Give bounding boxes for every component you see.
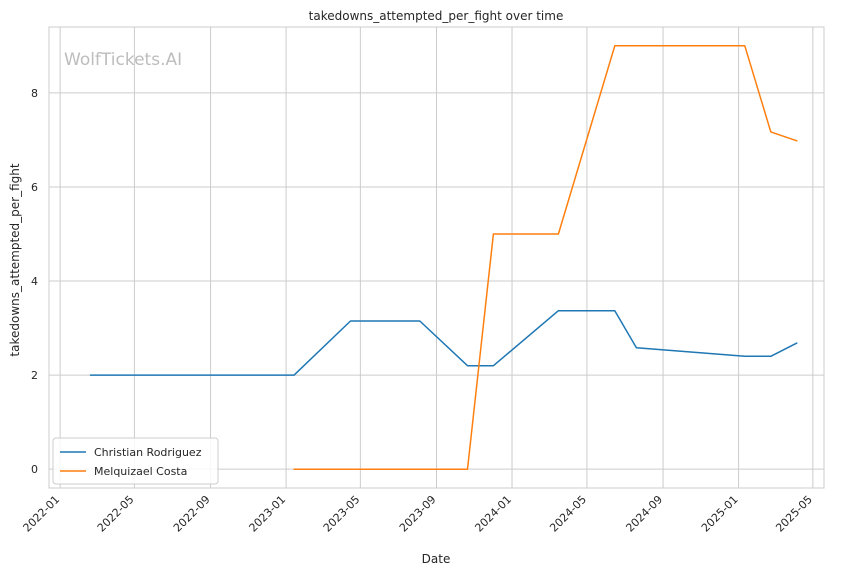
plot-frame (48, 26, 825, 489)
legend-box (52, 437, 219, 485)
y-tick-labels: 0 2 4 6 8 (31, 87, 38, 476)
series-line-christian-rodriguez (89, 309, 798, 376)
series-line-melquizael-costa (293, 45, 798, 470)
legend-label-christian-rodriguez: Christian Rodriguez (94, 446, 202, 459)
x-tick-label: 2024-01 (472, 493, 514, 535)
x-tick-label: 2023-01 (247, 493, 289, 535)
legend: Christian Rodriguez Melquizael Costa (52, 437, 219, 485)
y-axis-label: takedowns_attempted_per_fight (8, 163, 22, 356)
x-axis-label: Date (422, 552, 451, 566)
y-tick-label: 6 (31, 181, 38, 194)
x-tick-labels: 2022-01 2022-05 2022-09 2023-01 2023-05 2023-… (21, 493, 815, 535)
x-tick-label: 2022-01 (21, 493, 63, 535)
x-tick-label: 2025-05 (773, 493, 815, 535)
y-tick-label: 2 (31, 369, 38, 382)
y-tick-label: 4 (31, 275, 38, 288)
legend-label-melquizael-costa: Melquizael Costa (94, 465, 187, 478)
x-tick-label: 2024-05 (547, 493, 589, 535)
x-tick-label: 2022-09 (171, 493, 213, 535)
series-lines (89, 45, 798, 470)
x-tick-label: 2023-05 (321, 493, 363, 535)
chart-title: takedowns_attempted_per_fight over time (309, 9, 564, 23)
watermark: WolfTickets.AI (64, 50, 182, 70)
x-tick-label: 2024-09 (623, 493, 665, 535)
x-tick-label: 2022-05 (95, 493, 137, 535)
y-tick-label: 8 (31, 87, 38, 100)
grid (49, 27, 824, 488)
y-tick-label: 0 (31, 463, 38, 476)
x-tick-label: 2025-01 (699, 493, 741, 535)
x-tick-label: 2023-09 (397, 493, 439, 535)
